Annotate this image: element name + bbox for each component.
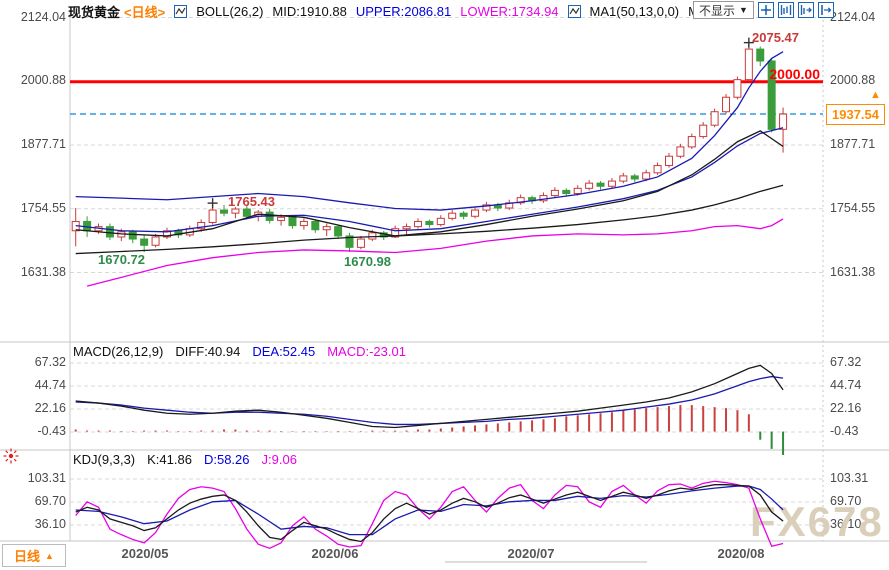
- macd-dea-value: DEA:52.45: [252, 344, 316, 359]
- period-selector-label: 日线: [14, 549, 41, 564]
- annotation-jun-low: 1670.98: [344, 254, 391, 269]
- range-scrollbar[interactable]: [445, 561, 647, 563]
- kdj-axis-label-right: 103.31: [830, 471, 869, 485]
- y-axis-label-left: 2124.04: [20, 9, 66, 24]
- chart-line-icon: [567, 5, 581, 18]
- toolbar: 不显示 ▼: [693, 1, 834, 19]
- y-axis-label-left: 1631.38: [20, 264, 66, 279]
- annotation-may-high: 1765.43: [228, 194, 275, 209]
- period-tag: <日线>: [124, 5, 166, 20]
- annotation-peak-price: 2075.47: [752, 30, 799, 45]
- macd-axis-label-left: -0.43: [37, 424, 67, 438]
- period-up-arrow-icon: ▲: [45, 550, 54, 561]
- dropdown-arrow-icon: ▼: [739, 5, 748, 15]
- zoom-in-range-button[interactable]: [797, 2, 814, 18]
- macd-axis-label-left: 67.32: [34, 355, 66, 369]
- crosshair-icon: [760, 5, 771, 15]
- macd-axis-label-left: 44.74: [34, 378, 66, 392]
- symbol-name: 现货黄金: [68, 5, 121, 20]
- x-axis-label: 2020/06: [311, 546, 359, 561]
- y-axis-label-left: 1754.55: [20, 200, 66, 215]
- macd-axis-label-left: 22.16: [34, 401, 66, 415]
- macd-macd-value: MACD:-23.01: [327, 344, 406, 359]
- kdj-title: KDJ(9,3,3): [73, 452, 136, 467]
- macd-diff-value: DIFF:40.94: [175, 344, 241, 359]
- pan-right-icon: [821, 5, 832, 15]
- watermark: FX678: [750, 498, 884, 545]
- zoom-in-range-icon: [800, 5, 812, 15]
- kdj-axis-label-right: 69.70: [830, 494, 862, 508]
- boll-upper-value: UPPER:2086.81: [355, 4, 452, 19]
- sun-alert-icon[interactable]: [3, 448, 19, 464]
- display-dropdown-label: 不显示: [699, 3, 736, 18]
- kdj-axis-label-left: 36.10: [34, 517, 66, 531]
- y-axis-label-right: 2124.04: [830, 9, 876, 24]
- chart-line-icon: [174, 5, 188, 18]
- crosshair-button[interactable]: [757, 2, 774, 18]
- kdj-header: KDJ(9,3,3) K:41.86 D:58.26 J:9.06: [73, 452, 297, 467]
- zoom-out-range-icon: [780, 5, 792, 15]
- kdj-j-value: J:9.06: [261, 452, 297, 467]
- boll-mid-value: MID:1910.88: [272, 4, 347, 19]
- x-axis-label: 2020/05: [121, 546, 169, 561]
- y-axis-label-left: 2000.88: [20, 73, 66, 88]
- period-selector[interactable]: 日线 ▲: [2, 544, 66, 567]
- macd-axis-label-right: 67.32: [830, 355, 862, 369]
- kdj-d-value: D:58.26: [203, 452, 250, 467]
- annotation-may-low: 1670.72: [98, 252, 145, 267]
- kdj-axis-label-left: 69.70: [34, 494, 66, 508]
- y-axis-label-right: 2000.88: [830, 73, 876, 88]
- boll-lower-value: LOWER:1734.94: [460, 4, 559, 19]
- zoom-out-range-button[interactable]: [777, 2, 794, 18]
- macd-axis-label-right: -0.43: [830, 424, 859, 438]
- ma1-label: MA1(50,13,0,0): [589, 4, 680, 19]
- kdj-k-value: K:41.86: [147, 452, 192, 467]
- macd-title: MACD(26,12,9): [73, 344, 164, 359]
- x-axis-label: 2020/08: [717, 546, 765, 561]
- annotation-round-level: 2000.00: [769, 66, 820, 82]
- pan-right-button[interactable]: [817, 2, 834, 18]
- y-axis-label-left: 1877.71: [20, 137, 66, 151]
- price-up-arrow-icon: ▲: [870, 89, 881, 101]
- display-dropdown[interactable]: 不显示 ▼: [693, 1, 754, 19]
- kdj-axis-label-left: 103.31: [27, 471, 66, 485]
- last-price-badge: 1937.54: [826, 104, 885, 125]
- chart-header: 现货黄金 <日线> BOLL(26,2) MID:1910.88 UPPER:2…: [68, 2, 722, 21]
- x-axis-label: 2020/07: [507, 546, 555, 561]
- macd-header: MACD(26,12,9) DIFF:40.94 DEA:52.45 MACD:…: [73, 344, 406, 359]
- y-axis-label-right: 1754.55: [830, 200, 876, 215]
- boll-label: BOLL(26,2): [196, 4, 264, 19]
- macd-axis-label-right: 22.16: [830, 401, 862, 415]
- macd-axis-label-right: 44.74: [830, 378, 862, 392]
- kdj-axis-label-right: 36.10: [830, 517, 862, 531]
- y-axis-label-right: 1877.71: [830, 137, 876, 151]
- y-axis-label-right: 1631.38: [830, 264, 876, 279]
